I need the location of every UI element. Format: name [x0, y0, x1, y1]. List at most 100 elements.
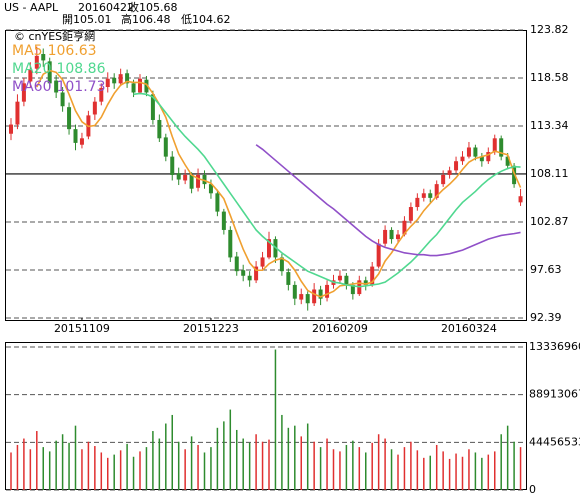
- candle-body: [208, 184, 213, 194]
- volume-bar: [145, 447, 148, 490]
- y-tick-label: 92.39: [530, 311, 562, 324]
- candle-body: [337, 275, 342, 281]
- volume-bar: [506, 425, 509, 490]
- candle-body: [34, 55, 39, 69]
- volume-bar: [113, 454, 115, 490]
- candle-body: [350, 284, 355, 295]
- candle-body: [241, 270, 246, 276]
- volume-bar: [287, 427, 290, 490]
- volume-bar: [339, 451, 341, 490]
- candle-body: [325, 284, 330, 298]
- volume-tick-label: 88913067: [529, 388, 580, 401]
- volume-bar: [16, 444, 19, 490]
- candle-body: [518, 196, 523, 203]
- volume-bar: [468, 449, 470, 490]
- volume-bar: [203, 452, 206, 490]
- volume-bar: [429, 455, 431, 490]
- volume-bar: [87, 441, 90, 490]
- y-tick-label: 113.34: [530, 119, 569, 132]
- candle-body: [144, 79, 149, 93]
- candle-body: [112, 77, 117, 84]
- candle-body: [247, 275, 252, 281]
- candle-body: [176, 173, 181, 180]
- legend-entry: MA5 106.63: [12, 43, 97, 59]
- x-tick-label: 20160209: [312, 322, 368, 335]
- candle-body: [396, 234, 400, 240]
- legend-value: 108.86: [56, 61, 105, 77]
- header-low: 低104.62: [181, 13, 231, 26]
- candle-body: [305, 294, 310, 304]
- candle-body: [79, 138, 84, 145]
- volume-bar: [423, 457, 425, 490]
- volume-bar: [242, 438, 244, 490]
- candle-body: [234, 256, 239, 272]
- volume-bar: [197, 444, 199, 490]
- candle-body: [215, 193, 220, 212]
- volume-bar: [184, 449, 186, 490]
- candle-body: [492, 138, 497, 153]
- volume-bar: [474, 452, 477, 490]
- candle-body: [389, 229, 394, 240]
- volume-bar: [397, 454, 399, 490]
- candle-body: [183, 174, 188, 181]
- volume-bar: [119, 450, 122, 490]
- y-tick-label: 123.82: [530, 23, 569, 36]
- candle-body: [499, 138, 504, 157]
- volume-tick-label: 0: [529, 483, 536, 496]
- legend-value: 106.63: [48, 43, 97, 59]
- volume-bar: [216, 427, 219, 490]
- volume-tick-label: 133369600: [529, 340, 580, 353]
- volume-bar: [300, 436, 302, 490]
- candle-body: [54, 80, 59, 93]
- volume-bar: [448, 458, 451, 490]
- volume-bar: [10, 452, 12, 490]
- volume-bar: [313, 441, 315, 490]
- volume-bar: [248, 442, 251, 490]
- volume-bar: [94, 446, 96, 490]
- candle-body: [150, 94, 155, 120]
- volume-bar: [236, 429, 238, 490]
- watermark: © cnYES鉅亨網: [14, 29, 95, 43]
- candle-body: [279, 257, 284, 272]
- legend-entry: MA20 108.86: [12, 61, 106, 77]
- candle-body: [318, 289, 323, 299]
- volume-bar: [165, 423, 167, 490]
- volume-bar: [261, 441, 264, 490]
- candle-body: [434, 184, 439, 198]
- volume-bar: [435, 444, 438, 490]
- legend-name: MA5: [12, 43, 43, 59]
- candle-body: [254, 266, 259, 281]
- volume-bar: [487, 454, 490, 490]
- x-tick-label: 20151223: [183, 322, 239, 335]
- volume-bar: [442, 451, 444, 490]
- y-tick-label: 118.58: [530, 71, 569, 84]
- candle-body: [189, 174, 194, 189]
- volume-bar: [132, 456, 135, 490]
- candle-body: [428, 193, 433, 198]
- volume-bar: [500, 434, 502, 490]
- candle-body: [92, 101, 97, 115]
- candle-body: [415, 197, 420, 208]
- volume-bar: [319, 447, 322, 490]
- volume-bar: [410, 441, 412, 490]
- y-tick-label: 108.11: [530, 167, 569, 180]
- candle-body: [402, 220, 407, 235]
- candle-body: [460, 156, 465, 162]
- volume-bar: [461, 456, 464, 490]
- candle-body: [286, 272, 291, 285]
- legend-name: MA20: [12, 61, 51, 77]
- volume-bar: [274, 349, 277, 490]
- candle-body: [221, 211, 226, 230]
- volume-bar: [358, 447, 361, 490]
- candle-body: [447, 170, 452, 175]
- candle-body: [41, 54, 46, 61]
- volume-bar: [326, 438, 328, 490]
- candle-body: [138, 78, 142, 93]
- candle-body: [15, 101, 20, 125]
- header-high: 高106.48: [121, 12, 171, 26]
- candle-body: [125, 73, 130, 84]
- volume-bar: [494, 451, 496, 490]
- volume-panel: [5, 342, 527, 490]
- header-close: 收105.68: [128, 0, 178, 14]
